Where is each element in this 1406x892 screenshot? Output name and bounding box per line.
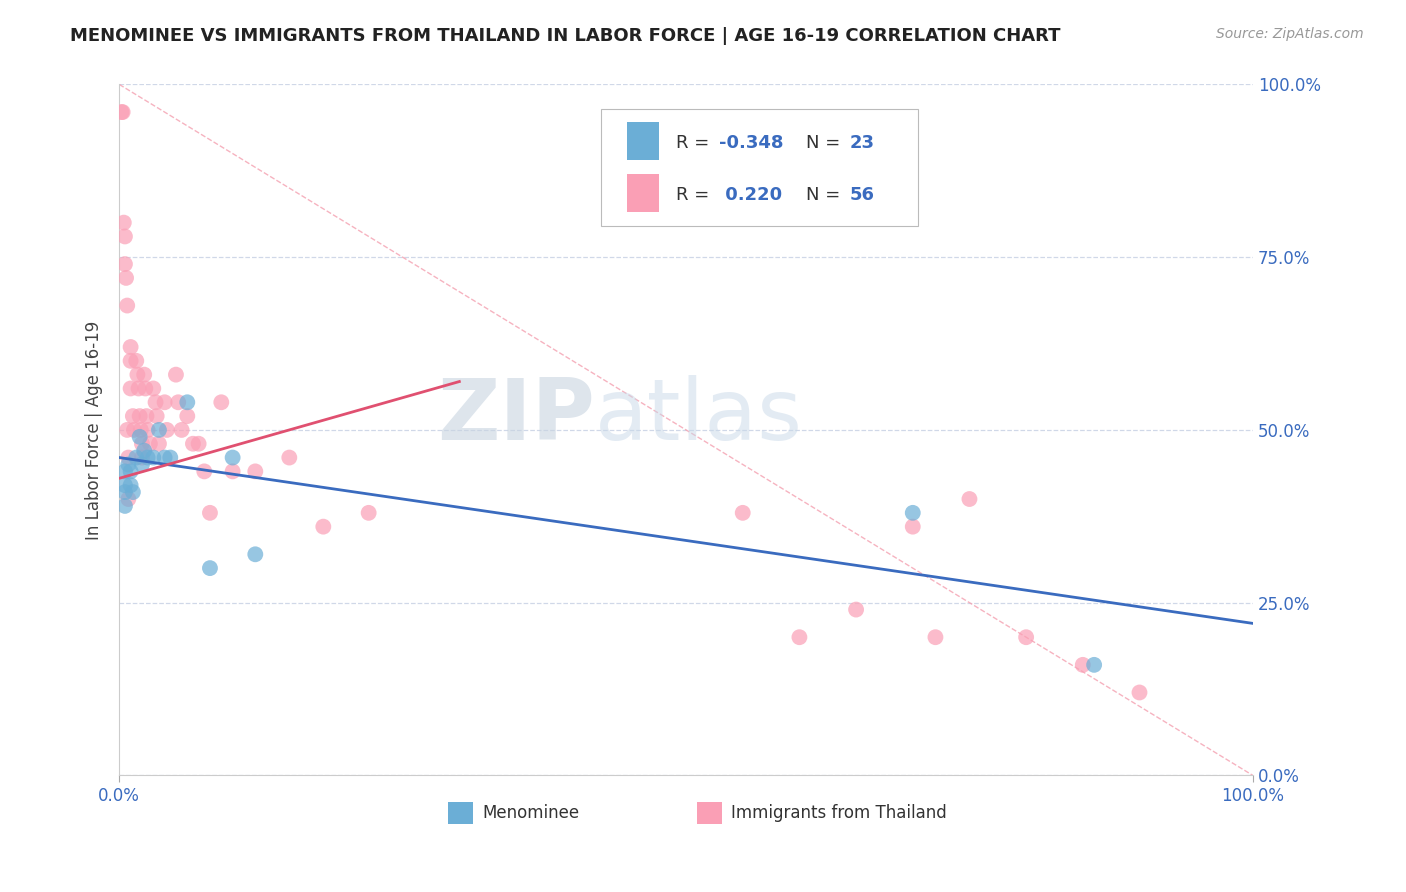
Point bbox=[129, 423, 152, 437]
Point bbox=[120, 464, 142, 478]
Point bbox=[131, 450, 153, 465]
Point bbox=[114, 478, 136, 492]
Text: R =: R = bbox=[676, 134, 714, 152]
Point bbox=[153, 450, 176, 465]
Point bbox=[153, 395, 176, 409]
Point bbox=[181, 436, 204, 450]
Point bbox=[120, 354, 142, 368]
Point bbox=[115, 299, 138, 313]
Point bbox=[117, 491, 139, 506]
Point bbox=[139, 436, 162, 450]
Point bbox=[959, 491, 981, 506]
Point bbox=[148, 423, 170, 437]
Point bbox=[278, 450, 301, 465]
Text: N =: N = bbox=[806, 186, 846, 204]
Point bbox=[117, 458, 139, 472]
Point bbox=[245, 547, 267, 561]
Point bbox=[122, 485, 145, 500]
Text: N =: N = bbox=[806, 134, 846, 152]
Point bbox=[148, 436, 170, 450]
Point bbox=[193, 464, 215, 478]
FancyBboxPatch shape bbox=[600, 109, 918, 226]
Point bbox=[120, 478, 142, 492]
Text: 0.220: 0.220 bbox=[718, 186, 782, 204]
Point bbox=[125, 450, 148, 465]
Text: Source: ZipAtlas.com: Source: ZipAtlas.com bbox=[1216, 27, 1364, 41]
Point bbox=[159, 450, 181, 465]
Point bbox=[901, 506, 924, 520]
Text: atlas: atlas bbox=[595, 375, 803, 458]
Point bbox=[145, 409, 167, 423]
Point bbox=[176, 409, 198, 423]
Point bbox=[198, 561, 221, 575]
FancyBboxPatch shape bbox=[449, 802, 472, 824]
Point bbox=[134, 443, 156, 458]
Point bbox=[145, 395, 167, 409]
Point bbox=[131, 458, 153, 472]
Point bbox=[117, 450, 139, 465]
Point bbox=[128, 409, 150, 423]
Point bbox=[120, 381, 142, 395]
Point bbox=[136, 450, 159, 465]
Text: -0.348: -0.348 bbox=[718, 134, 783, 152]
Point bbox=[221, 450, 243, 465]
Point bbox=[128, 381, 150, 395]
Text: 23: 23 bbox=[849, 134, 875, 152]
Point bbox=[357, 506, 380, 520]
Point bbox=[114, 499, 136, 513]
Point bbox=[111, 105, 134, 120]
Text: 56: 56 bbox=[849, 186, 875, 204]
Point bbox=[1083, 657, 1105, 672]
Point bbox=[122, 409, 145, 423]
Point bbox=[134, 368, 156, 382]
Point bbox=[845, 602, 868, 616]
Point bbox=[112, 216, 135, 230]
Point bbox=[135, 409, 157, 423]
Point bbox=[1015, 630, 1038, 644]
Point bbox=[142, 450, 165, 465]
Point bbox=[165, 368, 187, 382]
Point bbox=[134, 381, 156, 395]
Point bbox=[187, 436, 209, 450]
Point bbox=[125, 354, 148, 368]
Text: ZIP: ZIP bbox=[437, 375, 595, 458]
Point bbox=[731, 506, 754, 520]
Point bbox=[170, 423, 193, 437]
Point bbox=[221, 464, 243, 478]
Point bbox=[156, 423, 179, 437]
Point bbox=[114, 257, 136, 271]
Point bbox=[120, 340, 142, 354]
Point bbox=[127, 368, 149, 382]
Point bbox=[312, 519, 335, 533]
Point bbox=[198, 506, 221, 520]
Point bbox=[167, 395, 190, 409]
Point bbox=[1071, 657, 1094, 672]
FancyBboxPatch shape bbox=[627, 122, 659, 161]
Point bbox=[114, 464, 136, 478]
Point bbox=[114, 229, 136, 244]
Point bbox=[209, 395, 232, 409]
Point bbox=[901, 519, 924, 533]
FancyBboxPatch shape bbox=[627, 174, 659, 212]
Point bbox=[1128, 685, 1150, 699]
Text: R =: R = bbox=[676, 186, 714, 204]
Point bbox=[128, 430, 150, 444]
Point bbox=[115, 423, 138, 437]
Text: Immigrants from Thailand: Immigrants from Thailand bbox=[731, 805, 948, 822]
Point bbox=[136, 423, 159, 437]
Point bbox=[789, 630, 811, 644]
Point bbox=[115, 271, 138, 285]
Point bbox=[131, 436, 153, 450]
Text: MENOMINEE VS IMMIGRANTS FROM THAILAND IN LABOR FORCE | AGE 16-19 CORRELATION CHA: MENOMINEE VS IMMIGRANTS FROM THAILAND IN… bbox=[70, 27, 1060, 45]
Point bbox=[245, 464, 267, 478]
Point bbox=[176, 395, 198, 409]
Text: Menominee: Menominee bbox=[482, 805, 579, 822]
Point bbox=[122, 423, 145, 437]
FancyBboxPatch shape bbox=[697, 802, 723, 824]
Point bbox=[114, 485, 136, 500]
Point bbox=[142, 381, 165, 395]
Y-axis label: In Labor Force | Age 16-19: In Labor Force | Age 16-19 bbox=[86, 320, 103, 540]
Point bbox=[924, 630, 946, 644]
Point bbox=[110, 105, 132, 120]
